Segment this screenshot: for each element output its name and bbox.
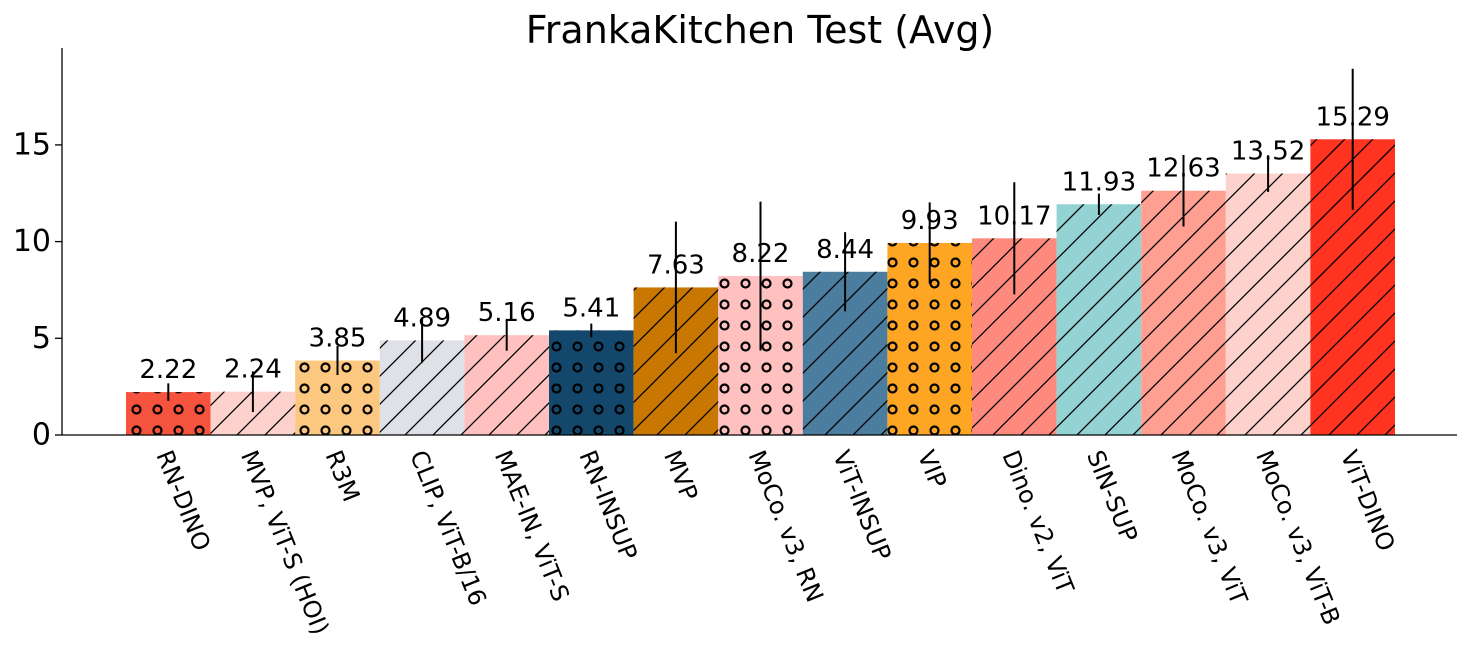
x-tick-label-13: MoCo. v3, ViT-B xyxy=(1250,446,1346,629)
x-tick-label-0: RN-DINO xyxy=(150,446,216,554)
y-tick-label-3: 15 xyxy=(13,127,51,162)
value-label-4: 5.16 xyxy=(478,298,536,328)
bar-pattern-12 xyxy=(1141,190,1226,435)
value-label-5: 5.41 xyxy=(562,293,620,323)
value-label-14: 15.29 xyxy=(1315,102,1389,132)
x-tick-label-12: MoCo. v3, ViT xyxy=(1166,446,1253,609)
x-tick-label-9: VIP xyxy=(912,446,952,492)
x-tick-label-11: SIN-SUP xyxy=(1081,446,1143,546)
y-tick-label-1: 5 xyxy=(32,321,51,356)
y-tick-label-0: 0 xyxy=(32,418,51,453)
value-label-6: 7.63 xyxy=(647,250,705,280)
value-label-0: 2.22 xyxy=(139,355,197,385)
value-label-12: 12.63 xyxy=(1146,154,1220,184)
bar-pattern-11 xyxy=(1056,204,1142,435)
bar-pattern-13 xyxy=(1225,173,1311,435)
x-tick-label-2: R3M xyxy=(320,446,366,505)
value-label-13: 13.52 xyxy=(1231,137,1305,167)
x-tick-label-5: RN-INSUP xyxy=(573,446,642,564)
x-tick-label-6: MVP xyxy=(658,446,703,504)
x-tick-label-3: CLIP, ViT-B/16 xyxy=(404,446,492,609)
value-label-7: 8.22 xyxy=(732,239,790,269)
y-tick-label-2: 10 xyxy=(13,224,51,259)
x-tick-label-8: ViT-INSUP xyxy=(827,446,896,564)
value-label-9: 9.93 xyxy=(901,206,959,236)
value-label-10: 10.17 xyxy=(977,201,1051,231)
value-label-3: 4.89 xyxy=(393,303,451,333)
value-label-2: 3.85 xyxy=(309,324,367,354)
x-tick-label-10: Dino. v2, ViT xyxy=(996,446,1079,598)
value-label-8: 8.44 xyxy=(816,235,874,265)
bar-pattern-5 xyxy=(549,330,634,435)
x-tick-label-14: ViT-DINO xyxy=(1335,446,1401,555)
bar-pattern-4 xyxy=(464,335,549,435)
value-label-1: 2.24 xyxy=(224,355,282,385)
x-tick-label-4: MAE-IN, ViT-S xyxy=(489,446,575,605)
x-tick-label-7: MoCo. v3, RN xyxy=(743,446,829,606)
value-label-11: 11.93 xyxy=(1062,167,1136,197)
chart-title: FrankaKitchen Test (Avg) xyxy=(526,8,995,52)
x-tick-label-1: MVP, ViT-S (HOI) xyxy=(235,446,334,638)
